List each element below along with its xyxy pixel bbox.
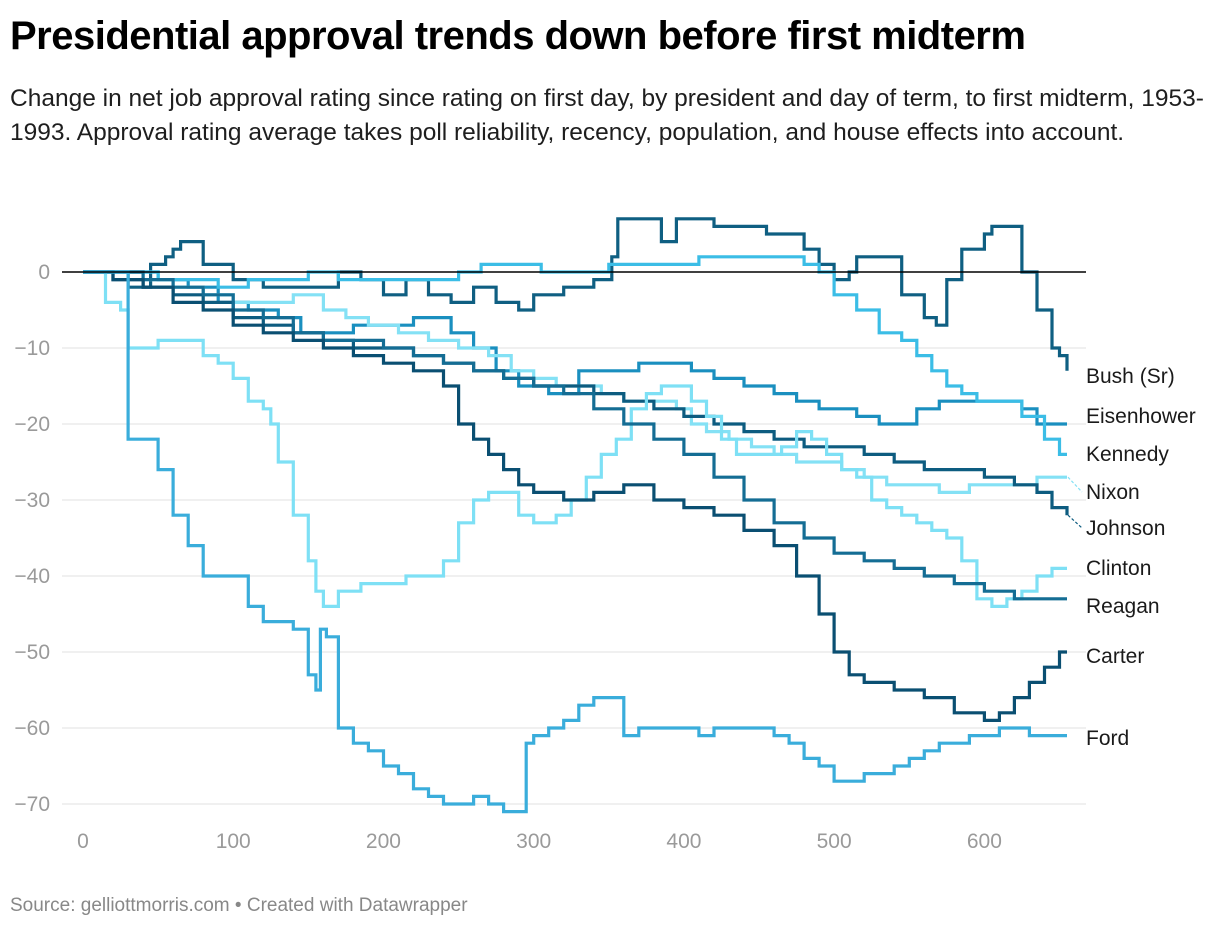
x-tick-label: 300 bbox=[516, 830, 551, 853]
series-label: Eisenhower bbox=[1086, 405, 1196, 428]
series-line bbox=[83, 217, 1069, 371]
x-tick-label: 200 bbox=[366, 830, 401, 853]
x-tick-label: 400 bbox=[666, 830, 701, 853]
series-line bbox=[83, 255, 1067, 456]
series-line bbox=[83, 270, 1067, 814]
y-tick-label: −70 bbox=[14, 793, 50, 816]
footer: Source: gelliottmorris.com • Created wit… bbox=[10, 895, 468, 917]
x-tick-label: 0 bbox=[77, 830, 89, 853]
series-label: Carter bbox=[1086, 645, 1144, 668]
series-line bbox=[83, 270, 1067, 494]
series-lines bbox=[62, 217, 1086, 814]
y-tick-label: −40 bbox=[14, 565, 50, 588]
chart-title: Presidential approval trends down before… bbox=[10, 14, 1026, 58]
x-axis-ticks: 0 100 200 300 400 500 600 bbox=[77, 830, 1002, 853]
credit-note: Created with Datawrapper bbox=[246, 895, 468, 916]
source-note: Source: gelliottmorris.com bbox=[10, 895, 230, 916]
series-line bbox=[83, 270, 1067, 608]
y-tick-label: −30 bbox=[14, 489, 50, 512]
series-label: Reagan bbox=[1086, 595, 1160, 618]
y-tick-label: −60 bbox=[14, 717, 50, 740]
y-axis-ticks: 0 −10 −20 −30 −40 −50 −60 −70 bbox=[14, 261, 50, 816]
series-label: Kennedy bbox=[1086, 443, 1169, 466]
x-tick-label: 600 bbox=[967, 830, 1002, 853]
y-tick-label: −10 bbox=[14, 337, 50, 360]
line-chart: 0 −10 −20 −30 −40 −50 −60 −70 0 100 200 300 400 500 6… bbox=[14, 217, 1196, 853]
x-tick-label: 100 bbox=[216, 830, 251, 853]
series-label: Johnson bbox=[1086, 517, 1165, 540]
series-label: Bush (Sr) bbox=[1086, 365, 1175, 388]
x-tick-label: 500 bbox=[817, 830, 852, 853]
footer-separator: • bbox=[229, 895, 247, 916]
label-connector bbox=[1067, 514, 1083, 529]
series-label: Clinton bbox=[1086, 557, 1151, 580]
y-tick-label: −50 bbox=[14, 641, 50, 664]
y-tick-label: 0 bbox=[38, 261, 50, 284]
series-line bbox=[83, 270, 1067, 601]
label-connector bbox=[1067, 476, 1083, 493]
y-tick-label: −20 bbox=[14, 413, 50, 436]
series-labels: Bush (Sr) Eisenhower Kennedy Nixon Johnson Cl… bbox=[1067, 365, 1196, 750]
series-label: Nixon bbox=[1086, 481, 1140, 504]
chart-subtitle: Change in net job approval rating since … bbox=[10, 85, 1204, 146]
series-line bbox=[83, 270, 1067, 722]
series-label: Ford bbox=[1086, 727, 1129, 750]
